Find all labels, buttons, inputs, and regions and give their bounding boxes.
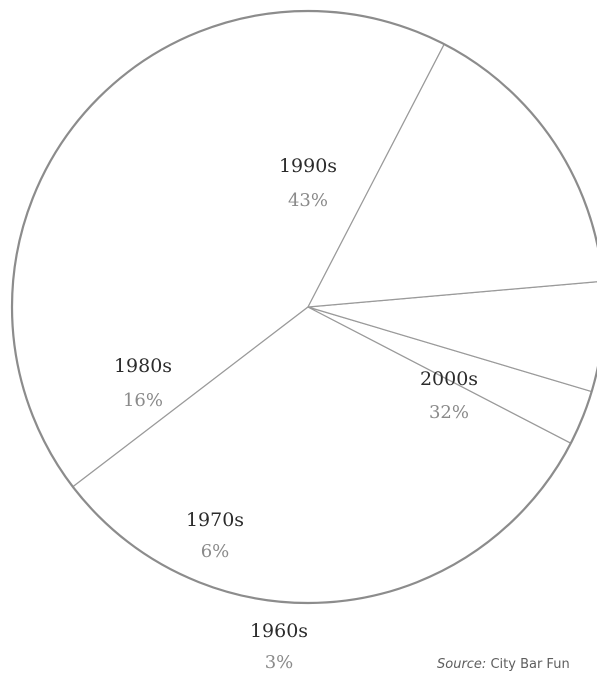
pie-outline xyxy=(10,9,597,605)
slice-percent-1990s: 43% xyxy=(288,190,328,211)
slice-label-1980s: 1980s xyxy=(114,355,172,377)
slice-percent-1960s: 3% xyxy=(265,652,294,673)
source-prefix: Source: xyxy=(437,657,487,672)
slice-percent-1980s: 16% xyxy=(123,390,163,411)
slice-label-1990s: 1990s xyxy=(279,155,337,177)
slice-label-1970s: 1970s xyxy=(186,509,244,531)
slice-label-2000s: 2000s xyxy=(420,368,478,390)
slice-percent-2000s: 32% xyxy=(429,402,469,423)
source-text: City Bar Fun xyxy=(486,657,570,672)
slice-percent-1970s: 6% xyxy=(201,541,230,562)
slice-label-1960s: 1960s xyxy=(250,620,308,642)
source-note: Source: City Bar Fun xyxy=(437,657,570,672)
